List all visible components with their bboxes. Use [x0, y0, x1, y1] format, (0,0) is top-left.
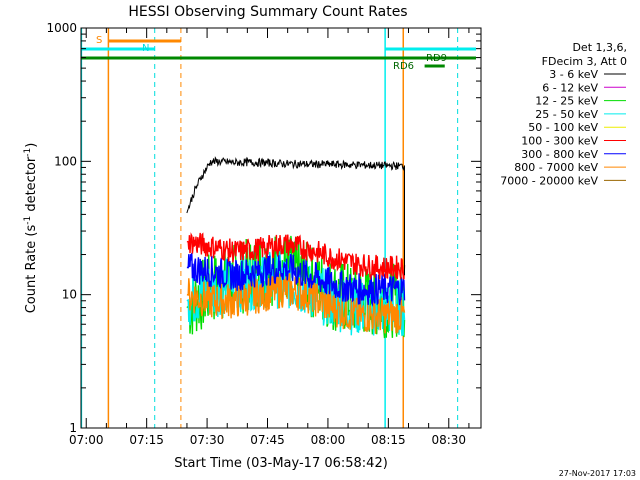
- x-tick-label: 07:00: [69, 433, 104, 447]
- chart-title: HESSI Observing Summary Count Rates: [128, 4, 407, 20]
- footer-date: 27-Nov-2017 17:03: [559, 469, 636, 478]
- legend-label: 25 - 50 keV: [535, 108, 598, 121]
- y-tick-label: 1000: [46, 21, 77, 35]
- annotation-rd9: RD9: [426, 53, 447, 64]
- legend-label: 800 - 7000 keV: [514, 161, 598, 174]
- y-tick-label: 100: [54, 154, 77, 168]
- x-tick-label: 07:30: [190, 433, 225, 447]
- legend-label: 300 - 800 keV: [521, 148, 598, 161]
- legend-label: 12 - 25 keV: [535, 95, 598, 108]
- plot-frame: [80, 27, 482, 429]
- series-line-5: [186, 156, 405, 276]
- x-tick-label: 08:00: [311, 433, 346, 447]
- annotation-n: N: [142, 43, 149, 54]
- y-tick-label: 10: [62, 288, 77, 302]
- legend-title-2: FDecim 3, Att 0: [542, 55, 627, 68]
- legend-label: 3 - 6 keV: [549, 68, 598, 81]
- legend-label: 6 - 12 keV: [542, 81, 598, 94]
- annotation-rd6: RD6: [393, 61, 414, 72]
- legend-label: 50 - 100 keV: [528, 121, 598, 134]
- annotation-s: S: [96, 35, 102, 46]
- series-line-2: [186, 272, 406, 334]
- legend-label: 7000 - 20000 keV: [500, 174, 598, 187]
- x-axis-label: Start Time (03-May-17 06:58:42): [174, 456, 388, 471]
- x-tick-label: 08:15: [371, 433, 406, 447]
- y-axis-label: Count Rate (s-1 detector-1): [23, 143, 39, 314]
- legend-label: 100 - 300 keV: [521, 135, 598, 148]
- legend-title-1: Det 1,3,6,: [572, 41, 627, 54]
- x-tick-label: 08:30: [431, 433, 466, 447]
- x-tick-label: 07:15: [129, 433, 164, 447]
- y-tick-label: 1: [69, 421, 77, 435]
- x-tick-label: 07:45: [250, 433, 285, 447]
- series-line-4: [186, 232, 406, 281]
- series-line-3: [186, 252, 406, 307]
